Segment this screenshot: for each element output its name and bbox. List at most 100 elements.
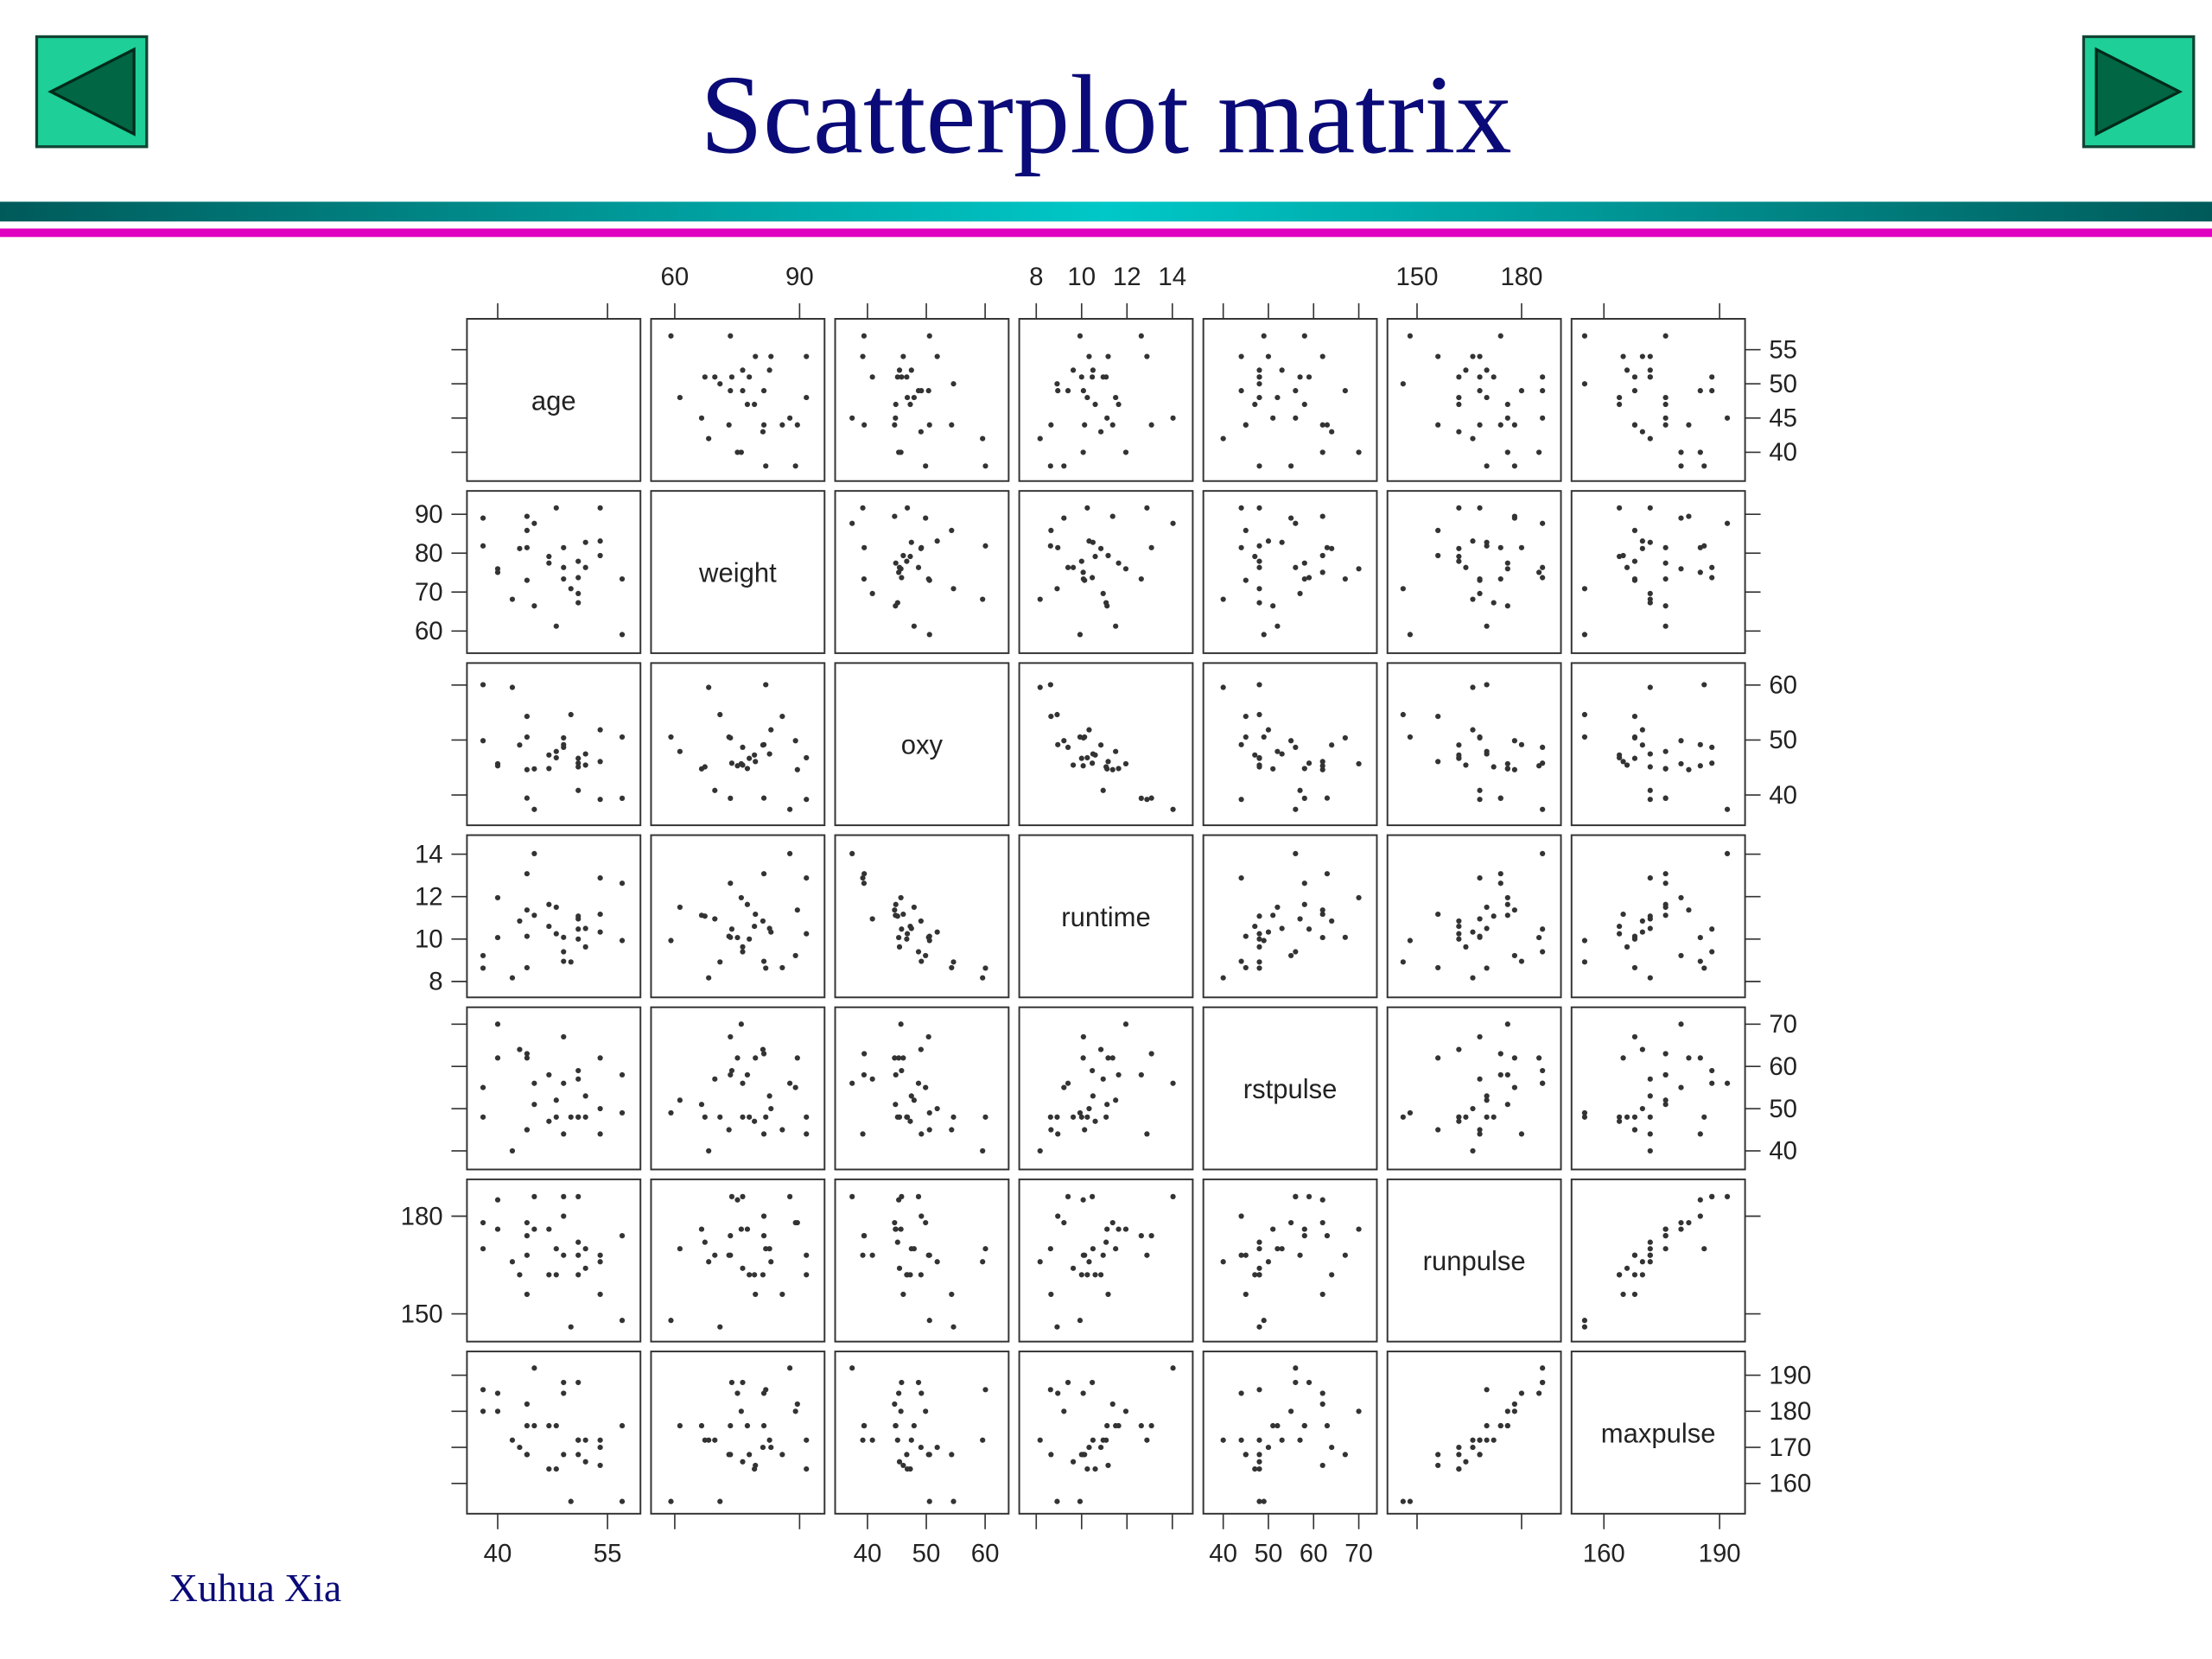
point: [1148, 1422, 1154, 1429]
point: [1238, 544, 1244, 550]
point: [982, 965, 988, 971]
point: [494, 1226, 501, 1232]
point: [1055, 741, 1061, 747]
point: [677, 1097, 683, 1103]
point: [760, 1422, 767, 1429]
point: [1540, 1365, 1546, 1371]
point: [717, 1498, 723, 1504]
point: [1662, 415, 1669, 421]
point: [1077, 1109, 1084, 1116]
point: [480, 1387, 486, 1393]
point: [1319, 552, 1325, 559]
point: [1647, 1246, 1653, 1252]
point: [738, 1021, 744, 1027]
point: [1581, 1109, 1588, 1116]
point: [1256, 558, 1262, 564]
point: [949, 964, 955, 971]
point: [1301, 880, 1307, 887]
point: [1631, 734, 1638, 741]
point: [752, 1118, 758, 1124]
point: [900, 911, 906, 918]
point: [900, 1462, 906, 1469]
point: [869, 590, 875, 596]
panel-oxy-runpulse: [834, 1178, 1010, 1343]
point: [1080, 569, 1086, 575]
panel-frame: [1018, 662, 1194, 827]
point: [904, 1465, 911, 1472]
panel-frame: [650, 490, 826, 654]
point: [1297, 916, 1303, 922]
point: [575, 755, 582, 761]
point: [763, 1114, 769, 1120]
panel-frame: [1570, 1351, 1746, 1515]
point: [779, 1127, 785, 1133]
point: [1105, 1462, 1111, 1469]
point: [561, 1390, 567, 1396]
point: [911, 1097, 917, 1103]
x-tick-label: 8: [1029, 263, 1043, 291]
point: [1463, 944, 1469, 950]
point: [1484, 623, 1490, 629]
panel-frame: [1202, 662, 1378, 827]
point: [804, 1465, 810, 1472]
point: [568, 1114, 574, 1120]
point: [1256, 463, 1262, 469]
point: [1061, 1084, 1067, 1090]
prev-button[interactable]: [35, 35, 149, 149]
point: [779, 422, 785, 428]
point: [1484, 965, 1490, 971]
point: [582, 1459, 588, 1465]
point: [546, 553, 552, 560]
point: [575, 1252, 582, 1258]
point: [763, 463, 769, 469]
point: [1256, 711, 1262, 718]
panel-rstpulse-runpulse: [1202, 1178, 1378, 1343]
point: [860, 505, 866, 511]
point: [1256, 1465, 1262, 1472]
point: [1581, 711, 1588, 718]
point: [1070, 564, 1077, 570]
point: [904, 1272, 911, 1278]
panel-frame: [650, 834, 826, 999]
point: [1261, 632, 1267, 638]
y-tick-label: 40: [1769, 438, 1797, 467]
point: [915, 564, 922, 570]
point: [1138, 795, 1144, 801]
point: [894, 374, 900, 380]
point: [804, 394, 810, 401]
point: [1504, 912, 1510, 918]
point: [553, 748, 559, 754]
y-tick-label: 8: [429, 968, 442, 996]
point: [1724, 1080, 1731, 1086]
point: [760, 741, 767, 747]
point: [926, 422, 932, 428]
point: [494, 894, 501, 901]
point: [1319, 1462, 1325, 1469]
next-button[interactable]: [2082, 35, 2196, 149]
title-rule: [0, 201, 2212, 222]
point: [760, 918, 766, 925]
point: [1105, 1291, 1111, 1298]
point: [766, 1246, 772, 1252]
panel-frame: [466, 1351, 642, 1515]
point: [1435, 1127, 1441, 1133]
point: [1647, 1239, 1653, 1245]
point: [561, 1033, 567, 1040]
point: [760, 1390, 767, 1396]
point: [753, 759, 759, 765]
point: [1080, 1033, 1086, 1040]
point: [926, 938, 932, 944]
point: [1256, 374, 1262, 380]
point: [524, 1401, 530, 1408]
point: [531, 520, 537, 526]
panel-maxpulse-weight: [1570, 490, 1746, 654]
point: [1065, 564, 1071, 570]
point: [896, 1265, 903, 1271]
point: [1103, 1114, 1109, 1120]
point: [1709, 374, 1715, 380]
point: [1256, 1459, 1262, 1465]
point: [740, 367, 746, 373]
point: [575, 913, 582, 919]
point: [597, 1252, 603, 1258]
point: [480, 965, 486, 971]
